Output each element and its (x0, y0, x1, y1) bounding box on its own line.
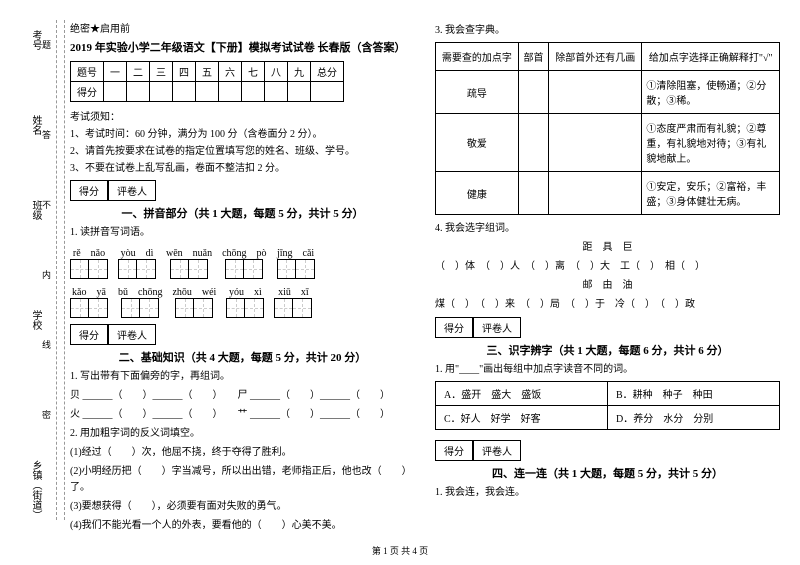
seal-cut: 线 (40, 340, 53, 349)
notice-l3: 3、不要在试卷上乱写乱画，卷面不整洁扣 2 分。 (70, 159, 415, 174)
q4-title: 4. 我会选字组词。 (435, 221, 780, 237)
seal-seal: 密 (40, 410, 53, 419)
page-footer: 第 1 页 共 4 页 (0, 544, 800, 557)
score-h2: 得分 (71, 82, 104, 102)
char-table: 需要查的加点字 部首 除部首外还有几画 给加点字选择正确解释打"√" 疏导 ①清… (435, 42, 780, 215)
q4-g1: 距 具 巨 (435, 240, 780, 256)
score-table: 题号 一二三四五六七八九总分 得分 (70, 61, 344, 102)
notice-l2: 2、请首先按要求在试卷的指定位置填写您的姓名、班级、学号。 (70, 142, 415, 157)
score-box-2: 得分 评卷人 (70, 324, 415, 345)
q2-2: 2. 用加粗字词的反义词填空。 (70, 426, 415, 442)
side-town: 乡镇（街道） (28, 460, 43, 520)
seal-ti: 题 (40, 40, 53, 49)
score-h1: 题号 (71, 62, 104, 82)
options-table: A．盛开 盛大 盛饭 B．耕种 种子 种田 C．好人 好学 好客 D．养分 水分… (435, 381, 780, 430)
q4-l2: 煤（ ） （ ）来 （ ）局 （ ）于 冷（ ） （ ）政 (435, 297, 780, 313)
pinyin-row-2: kǎo yā bǔ chōng zhōu wéi yóu xì xiū xī (70, 283, 415, 320)
section-1-title: 一、拼音部分（共 1 大题，每题 5 分，共计 5 分） (70, 205, 415, 221)
right-column: 3. 我会查字典。 需要查的加点字 部首 除部首外还有几画 给加点字选择正确解释… (435, 20, 780, 537)
secret-label: 绝密★启用前 (70, 20, 415, 35)
left-column: 绝密★启用前 2019 年实验小学二年级语文【下册】模拟考试试卷 长春版（含答案… (70, 20, 415, 537)
section-2-title: 二、基础知识（共 4 大题，每题 5 分，共计 20 分） (70, 349, 415, 365)
q4-l1: （ ）体 （ ）人 （ ）离 （ ）大 工（ ） 相（ ） (435, 259, 780, 275)
q2-1: 1. 写出带有下面偏旁的字，再组词。 (70, 369, 415, 385)
q3-title: 3. 我会查字典。 (435, 23, 780, 39)
q2-2c: (3)要想获得（ ），必须要有面对失败的勇气。 (70, 499, 415, 515)
score-box-4: 得分 评卷人 (435, 440, 780, 461)
pinyin-row-1: rě nǎo yòu dì wēn nuǎn chōng pò jīng cǎi (70, 244, 415, 281)
section-4-title: 四、连一连（共 1 大题，每题 5 分，共计 5 分） (435, 465, 780, 481)
q2-1a: 贝 ______（ ）______（ ） 尸 ______（ ）______（ … (70, 388, 415, 404)
q2-2b: (2)小明经历把（ ）字当减号，所以出出错，老师指正后，他也改（ ）了。 (70, 464, 415, 496)
seal-inner: 内 (40, 270, 53, 279)
seal-ans: 答 (40, 130, 53, 139)
q4-1: 1. 我会连，我会连。 (435, 485, 780, 501)
q4-g2: 邮 由 油 (435, 278, 780, 294)
q1-1: 1. 读拼音写词语。 (70, 225, 415, 241)
q3-1: 1. 用"____"画出每组中加点字读音不同的词。 (435, 362, 780, 378)
side-school: 学校 (28, 310, 43, 330)
exam-title: 2019 年实验小学二年级语文【下册】模拟考试试卷 长春版（含答案） (70, 39, 415, 55)
notice-block: 考试须知： 1、考试时间：60 分钟，满分为 100 分（含卷面分 2 分）。 … (70, 108, 415, 174)
score-box-1: 得分 评卷人 (70, 180, 415, 201)
seal-no: 不 (40, 200, 53, 209)
notice-title: 考试须知： (70, 108, 415, 123)
q2-2a: (1)经过（ ）次，他屈不挠，终于夺得了胜利。 (70, 445, 415, 461)
notice-l1: 1、考试时间：60 分钟，满分为 100 分（含卷面分 2 分）。 (70, 125, 415, 140)
section-3-title: 三、识字辨字（共 1 大题，每题 6 分，共计 6 分） (435, 342, 780, 358)
score-box-3: 得分 评卷人 (435, 317, 780, 338)
q2-1b: 火 ______（ ）______（ ） 艹 ______（ ）______（ … (70, 407, 415, 423)
q2-2d: (4)我们不能光看一个人的外表，要看他的（ ）心美不美。 (70, 518, 415, 534)
